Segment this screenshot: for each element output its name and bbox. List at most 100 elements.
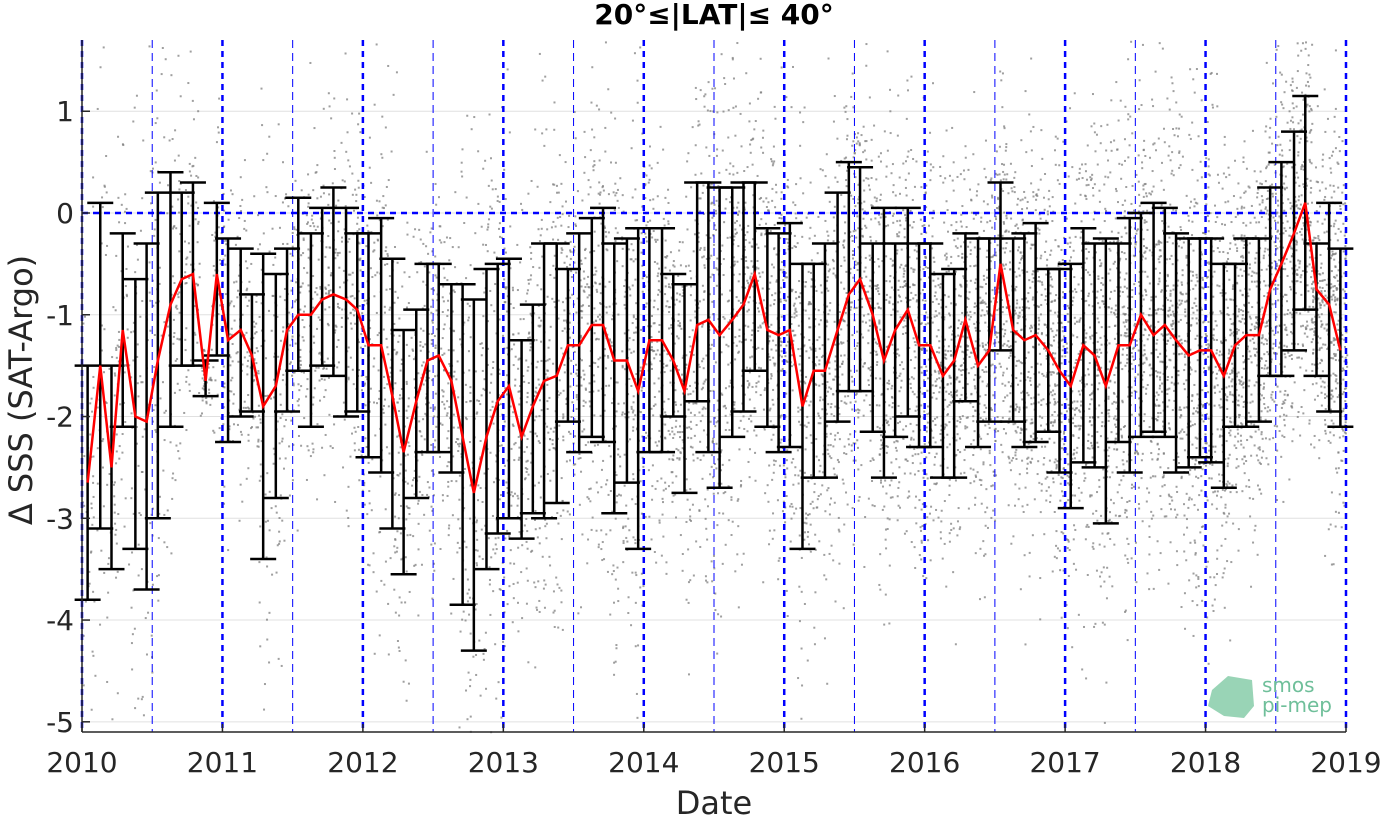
scatter-point — [894, 446, 897, 449]
scatter-point — [759, 394, 762, 397]
scatter-point — [879, 307, 882, 310]
scatter-point — [818, 336, 821, 339]
scatter-point — [324, 389, 327, 392]
scatter-point — [222, 423, 225, 426]
scatter-point — [617, 448, 620, 451]
scatter-point — [344, 205, 347, 208]
scatter-point — [551, 443, 554, 446]
scatter-point — [722, 258, 725, 261]
scatter-point — [715, 467, 718, 470]
scatter-point — [490, 556, 493, 559]
scatter-point — [418, 430, 421, 433]
scatter-point — [843, 445, 846, 448]
scatter-point — [822, 354, 825, 357]
scatter-point — [297, 434, 300, 437]
scatter-point — [594, 362, 597, 365]
scatter-point — [288, 445, 291, 448]
scatter-point — [672, 494, 675, 497]
scatter-point — [113, 372, 116, 375]
scatter-point — [879, 328, 882, 331]
scatter-point — [662, 535, 665, 538]
scatter-point — [891, 496, 894, 499]
scatter-point — [115, 462, 118, 465]
scatter-point — [828, 372, 831, 375]
scatter-point — [711, 300, 714, 303]
scatter-point — [782, 268, 785, 271]
scatter-point — [368, 502, 371, 505]
scatter-point — [538, 240, 541, 243]
scatter-point — [430, 505, 433, 508]
scatter-point — [558, 154, 561, 157]
scatter-point — [123, 210, 126, 213]
scatter-point — [748, 448, 751, 451]
scatter-point — [838, 562, 841, 565]
scatter-point — [605, 306, 608, 309]
scatter-point — [780, 414, 783, 417]
scatter-point — [357, 186, 360, 189]
scatter-point — [561, 205, 564, 208]
scatter-point — [451, 310, 454, 313]
scatter-point — [878, 319, 881, 322]
scatter-point — [775, 191, 778, 194]
scatter-point — [749, 275, 752, 278]
scatter-point — [757, 380, 760, 383]
scatter-point — [900, 412, 903, 415]
scatter-point — [659, 414, 662, 417]
scatter-point — [448, 259, 451, 262]
scatter-point — [714, 609, 717, 612]
scatter-point — [605, 384, 608, 387]
scatter-point — [878, 213, 881, 216]
scatter-point — [575, 396, 578, 399]
scatter-point — [827, 403, 830, 406]
scatter-point — [766, 484, 769, 487]
scatter-point — [172, 335, 175, 338]
scatter-point — [548, 555, 551, 558]
scatter-point — [796, 449, 799, 452]
scatter-point — [720, 293, 723, 296]
scatter-point — [382, 411, 385, 414]
scatter-point — [92, 205, 95, 208]
scatter-point — [862, 125, 865, 128]
scatter-point — [769, 335, 772, 338]
scatter-point — [379, 475, 382, 478]
scatter-point — [632, 401, 635, 404]
scatter-point — [102, 505, 105, 508]
scatter-point — [722, 336, 725, 339]
scatter-point — [279, 339, 282, 342]
scatter-point — [421, 453, 424, 456]
scatter-point — [393, 301, 396, 304]
scatter-point — [438, 225, 441, 228]
scatter-point — [793, 234, 796, 237]
scatter-point — [720, 449, 723, 452]
scatter-point — [469, 386, 472, 389]
scatter-point — [855, 142, 858, 145]
scatter-point — [887, 379, 890, 382]
scatter-point — [546, 400, 549, 403]
scatter-point — [692, 250, 695, 253]
scatter-point — [575, 363, 578, 366]
scatter-point — [640, 232, 643, 235]
scatter-point — [302, 237, 305, 240]
scatter-point — [634, 538, 637, 541]
scatter-point — [571, 331, 574, 334]
scatter-point — [209, 378, 212, 381]
scatter-point — [498, 588, 501, 591]
scatter-point — [559, 215, 562, 218]
scatter-point — [619, 465, 622, 468]
scatter-point — [584, 286, 587, 289]
scatter-point — [656, 340, 659, 343]
scatter-point — [366, 378, 369, 381]
scatter-point — [533, 484, 536, 487]
scatter-point — [549, 325, 552, 328]
scatter-point — [521, 617, 524, 620]
scatter-point — [749, 277, 752, 280]
scatter-point — [888, 518, 891, 521]
scatter-point — [529, 430, 532, 433]
scatter-point — [417, 548, 420, 551]
scatter-point — [139, 315, 142, 318]
scatter-point — [711, 87, 714, 90]
scatter-point — [398, 410, 401, 413]
scatter-point — [397, 517, 400, 520]
scatter-point — [650, 363, 653, 366]
scatter-point — [632, 429, 635, 432]
